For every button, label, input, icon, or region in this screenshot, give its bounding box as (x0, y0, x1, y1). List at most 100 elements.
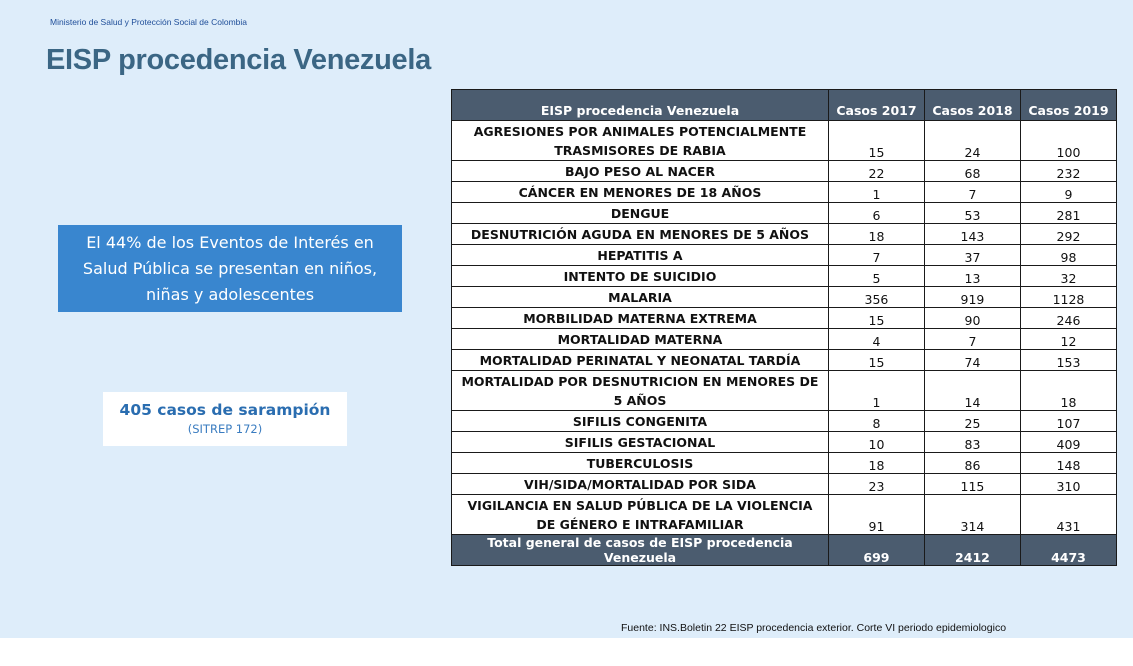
table-row: DESNUTRICIÓN AGUDA EN MENORES DE 5 AÑOS … (451, 223, 1118, 245)
event-name: SIFILIS GESTACIONAL (451, 431, 829, 453)
cases-2017: 22 (827, 160, 925, 182)
highlight-line-2: Salud Pública se presentan en niños, (82, 258, 378, 278)
header-2017: Casos 2017 (827, 89, 925, 121)
measles-box: 405 casos de sarampión (SITREP 172) (103, 392, 347, 446)
table-row: HEPATITIS A 7 37 98 (451, 244, 1118, 266)
event-name: SIFILIS CONGENITA (451, 410, 829, 432)
event-name: HEPATITIS A (451, 244, 829, 266)
cases-2017: 10 (827, 431, 925, 453)
cases-2018: 24 (923, 120, 1021, 161)
measles-source: (SITREP 172) (187, 422, 263, 436)
cases-2017: 23 (827, 473, 925, 495)
cases-2017: 4 (827, 328, 925, 350)
cases-2018: 143 (923, 223, 1021, 245)
table-row: MORTALIDAD MATERNA 4 7 12 (451, 328, 1118, 350)
table-row: MORBILIDAD MATERNA EXTREMA 15 90 246 (451, 307, 1118, 329)
total-label: Total general de casos de EISP procedenc… (451, 534, 829, 566)
table-row: VIH/SIDA/MORTALIDAD POR SIDA 23 115 310 (451, 473, 1118, 495)
table-row: AGRESIONES POR ANIMALES POTENCIALMENTE T… (451, 120, 1118, 161)
table-row: DENGUE 6 53 281 (451, 202, 1118, 224)
cases-2018: 25 (923, 410, 1021, 432)
cases-2019: 9 (1019, 181, 1118, 203)
event-name: MORBILIDAD MATERNA EXTREMA (451, 307, 829, 329)
cases-2017: 7 (827, 244, 925, 266)
cases-2019: 32 (1019, 265, 1118, 287)
table-row: INTENTO DE SUICIDIO 5 13 32 (451, 265, 1118, 287)
cases-2018: 314 (923, 494, 1021, 535)
table-row: MORTALIDAD POR DESNUTRICION EN MENORES D… (451, 370, 1118, 411)
slide: Ministerio de Salud y Protección Social … (0, 0, 1133, 638)
cases-2018: 74 (923, 349, 1021, 371)
cases-2017: 356 (827, 286, 925, 308)
cases-2019: 18 (1019, 370, 1118, 411)
header-2018: Casos 2018 (923, 89, 1021, 121)
cases-2018: 68 (923, 160, 1021, 182)
table-row: MORTALIDAD PERINATAL Y NEONATAL TARDÍA 1… (451, 349, 1118, 371)
cases-2017: 8 (827, 410, 925, 432)
event-name: MALARIA (451, 286, 829, 308)
cases-2017: 91 (827, 494, 925, 535)
cases-2017: 1 (827, 181, 925, 203)
page-title: EISP procedencia Venezuela (46, 44, 431, 76)
event-name: VIH/SIDA/MORTALIDAD POR SIDA (451, 473, 829, 495)
cases-2018: 14 (923, 370, 1021, 411)
cases-2019: 1128 (1019, 286, 1118, 308)
cases-2017: 6 (827, 202, 925, 224)
cases-2019: 246 (1019, 307, 1118, 329)
table-row: MALARIA 356 919 1128 (451, 286, 1118, 308)
cases-2018: 86 (923, 452, 1021, 474)
cases-2017: 18 (827, 223, 925, 245)
cases-2017: 5 (827, 265, 925, 287)
cases-2019: 310 (1019, 473, 1118, 495)
cases-2017: 15 (827, 307, 925, 329)
event-name: INTENTO DE SUICIDIO (451, 265, 829, 287)
event-name: AGRESIONES POR ANIMALES POTENCIALMENTE T… (451, 120, 829, 161)
total-2019: 4473 (1019, 534, 1118, 566)
highlight-line-1: El 44% de los Eventos de Interés en (86, 232, 374, 252)
cases-2019: 148 (1019, 452, 1118, 474)
cases-2019: 153 (1019, 349, 1118, 371)
measles-count: 405 casos de sarampión (119, 401, 331, 419)
table-row: VIGILANCIA EN SALUD PÚBLICA DE LA VIOLEN… (451, 494, 1118, 535)
total-2017: 699 (827, 534, 925, 566)
cases-2017: 18 (827, 452, 925, 474)
source-note: Fuente: INS.Boletin 22 EISP procedencia … (621, 622, 1007, 634)
event-name: TUBERCULOSIS (451, 452, 829, 474)
cases-2019: 292 (1019, 223, 1118, 245)
header-event: EISP procedencia Venezuela (451, 89, 829, 121)
cases-2018: 919 (923, 286, 1021, 308)
total-2018: 2412 (923, 534, 1021, 566)
event-name: DESNUTRICIÓN AGUDA EN MENORES DE 5 AÑOS (451, 223, 829, 245)
table-row: BAJO PESO AL NACER 22 68 232 (451, 160, 1118, 182)
highlight-text: El 44% de los Eventos de Interés en Salu… (60, 230, 400, 308)
table-row: SIFILIS GESTACIONAL 10 83 409 (451, 431, 1118, 453)
header-2019: Casos 2019 (1019, 89, 1118, 121)
cases-2018: 83 (923, 431, 1021, 453)
cases-2019: 431 (1019, 494, 1118, 535)
cases-2019: 107 (1019, 410, 1118, 432)
cases-2017: 1 (827, 370, 925, 411)
table-total-row: Total general de casos de EISP procedenc… (451, 534, 1118, 566)
table-row: SIFILIS CONGENITA 8 25 107 (451, 410, 1118, 432)
cases-2017: 15 (827, 349, 925, 371)
event-name: BAJO PESO AL NACER (451, 160, 829, 182)
highlight-line-3: niñas y adolescentes (145, 284, 315, 304)
cases-2019: 100 (1019, 120, 1118, 161)
highlight-box: El 44% de los Eventos de Interés en Salu… (58, 225, 402, 312)
cases-2019: 232 (1019, 160, 1118, 182)
cases-2019: 409 (1019, 431, 1118, 453)
cases-2018: 115 (923, 473, 1021, 495)
cases-2018: 53 (923, 202, 1021, 224)
event-name: DENGUE (451, 202, 829, 224)
cases-2018: 37 (923, 244, 1021, 266)
event-name: MORTALIDAD POR DESNUTRICION EN MENORES D… (451, 370, 829, 411)
event-name: MORTALIDAD MATERNA (451, 328, 829, 350)
event-name: MORTALIDAD PERINATAL Y NEONATAL TARDÍA (451, 349, 829, 371)
event-name: VIGILANCIA EN SALUD PÚBLICA DE LA VIOLEN… (451, 494, 829, 535)
cases-2018: 7 (923, 328, 1021, 350)
cases-2019: 98 (1019, 244, 1118, 266)
ministry-name: Ministerio de Salud y Protección Social … (50, 17, 248, 27)
eisp-table: EISP procedencia Venezuela Casos 2017 Ca… (451, 89, 1118, 566)
cases-2019: 12 (1019, 328, 1118, 350)
cases-2017: 15 (827, 120, 925, 161)
